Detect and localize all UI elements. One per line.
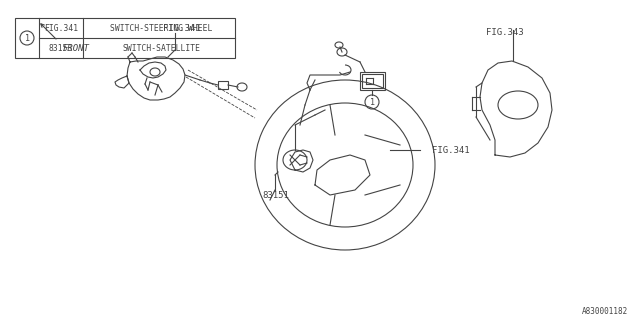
Text: A830001182: A830001182 [582, 307, 628, 316]
Text: FIG.341: FIG.341 [432, 146, 470, 155]
Text: FIG.341: FIG.341 [163, 24, 200, 33]
Text: 83153: 83153 [49, 44, 73, 52]
Bar [15, 18, 235, 58]
Text: FIG.341: FIG.341 [44, 23, 78, 33]
Text: FIG.343: FIG.343 [486, 28, 524, 37]
Bar [360, 72, 385, 90]
Bar [362, 74, 383, 88]
Text: FRONT: FRONT [63, 44, 90, 53]
Text: 83151: 83151 [262, 191, 289, 200]
Text: SWITCH-STEERING WHEEL: SWITCH-STEERING WHEEL [110, 23, 212, 33]
Text: 1: 1 [369, 98, 374, 107]
Bar [218, 81, 228, 89]
Text: SWITCH-SATELLITE: SWITCH-SATELLITE [122, 44, 200, 52]
Text: 1: 1 [24, 34, 29, 43]
